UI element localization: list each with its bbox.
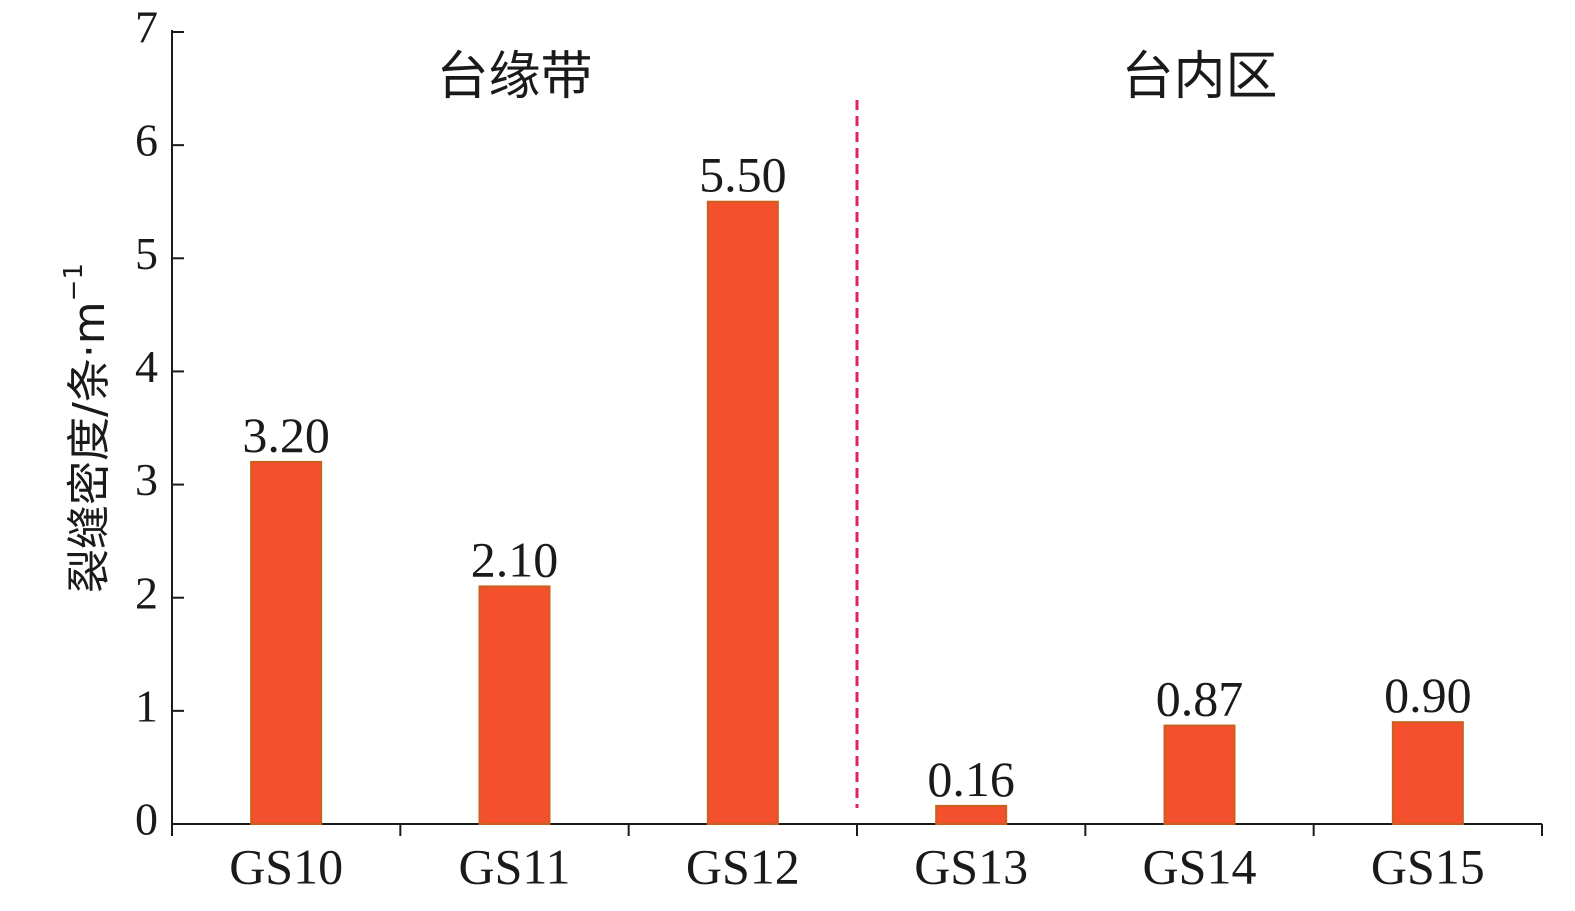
bar-gs15 <box>1391 721 1464 826</box>
y-tick-label: 6 <box>135 115 158 166</box>
y-axis-label-text: 裂缝密度/条·m <box>64 301 115 593</box>
y-tick-label: 7 <box>135 2 158 53</box>
x-tick-label: GS15 <box>1371 838 1485 894</box>
x-tick-label: GS10 <box>229 838 343 894</box>
x-tick-label: GS11 <box>458 838 570 894</box>
bars <box>250 200 1464 826</box>
y-axis-label-superscript: −1 <box>59 263 89 301</box>
value-label: 0.90 <box>1384 667 1472 723</box>
value-label: 0.16 <box>927 751 1015 807</box>
y-tick-label: 0 <box>135 794 158 845</box>
x-tick-label: GS12 <box>686 838 800 894</box>
x-tick-label: GS14 <box>1143 838 1257 894</box>
value-labels: 3.20 2.10 5.50 0.16 0.87 0.90 <box>242 147 1471 807</box>
y-axis-label: 裂缝密度/条·m−1 <box>59 263 116 593</box>
region-label-1: 台缘带 <box>436 47 592 107</box>
y-axis: 0 1 2 3 4 5 6 7 <box>135 2 184 845</box>
bar-gs13 <box>935 804 1008 826</box>
bar-gs10 <box>250 460 323 825</box>
bar-gs12 <box>706 200 779 825</box>
x-axis: GS10 GS11 GS12 GS13 GS14 GS15 <box>171 823 1543 894</box>
region-label-2: 台内区 <box>1121 47 1277 107</box>
y-tick-label: 3 <box>135 454 158 505</box>
bar-gs11 <box>478 585 551 826</box>
x-tick-label: GS13 <box>914 838 1028 894</box>
regions: 台缘带 台内区 <box>436 47 1278 808</box>
y-tick-label: 4 <box>135 341 158 392</box>
bar-gs14 <box>1163 724 1236 826</box>
value-label: 5.50 <box>699 147 787 203</box>
value-label: 3.20 <box>242 407 330 463</box>
y-tick-label: 5 <box>135 228 158 279</box>
value-label: 2.10 <box>471 531 559 587</box>
y-tick-label: 1 <box>135 680 158 731</box>
y-tick-label: 2 <box>135 567 158 618</box>
value-label: 0.87 <box>1156 671 1244 727</box>
